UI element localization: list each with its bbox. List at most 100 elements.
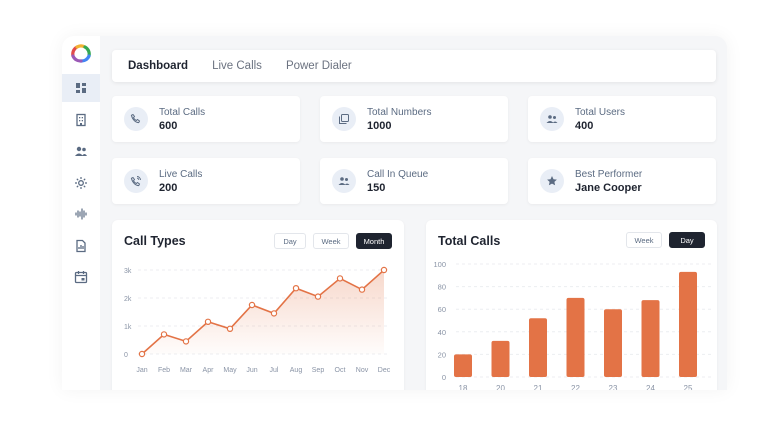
sidebar-item-calendar[interactable] xyxy=(62,263,100,291)
bar xyxy=(604,309,622,377)
stat-card-total-calls: Total Calls 600 xyxy=(112,96,300,142)
y-tick-label: 0 xyxy=(124,352,128,359)
sidebar-item-audio[interactable] xyxy=(62,200,100,228)
y-tick-label: 1k xyxy=(124,324,132,331)
data-point xyxy=(380,266,388,274)
tab-dashboard[interactable]: Dashboard xyxy=(128,60,189,72)
stat-label: Total Users xyxy=(575,106,626,118)
total-calls-chart: 0 20 40 60 80 100 18 20 21 22 23 24 25 xyxy=(433,260,711,390)
x-tick-label: Oct xyxy=(335,367,346,374)
bar xyxy=(566,297,585,377)
x-tick-label: Dec xyxy=(378,367,391,374)
data-point xyxy=(226,325,234,333)
y-tick-label: 20 xyxy=(438,350,446,359)
tab-live-calls[interactable]: Live Calls xyxy=(212,60,262,72)
stat-value: 150 xyxy=(367,181,386,194)
x-tick-label: 24 xyxy=(646,384,655,390)
stat-card-call-in-queue: Call In Queue 150 xyxy=(320,158,508,204)
data-point xyxy=(358,286,366,293)
y-tick-label: 80 xyxy=(438,283,446,292)
x-tick-label: Apr xyxy=(203,367,215,374)
x-tick-label: Aug xyxy=(290,367,303,374)
sidebar xyxy=(62,36,100,390)
call-types-panel: Call Types Day Week Month 0 1k 2k 3k Jan Feb M… xyxy=(112,220,404,390)
stat-card-total-users: Total Users 400 xyxy=(528,96,716,142)
app-window: Dashboard Live Calls Power Dialer Total … xyxy=(62,36,727,390)
sidebar-item-dashboard[interactable] xyxy=(62,74,100,102)
stat-value: 200 xyxy=(159,181,178,194)
bar xyxy=(491,340,510,377)
users-icon xyxy=(546,115,558,123)
data-point xyxy=(248,301,256,309)
data-point xyxy=(336,275,344,282)
x-tick-label: Feb xyxy=(158,367,170,374)
x-tick-label: 22 xyxy=(571,384,580,390)
data-point xyxy=(314,293,322,300)
settings-icon xyxy=(75,177,87,189)
total-calls-panel: Total Calls Week Day 0 20 40 60 80 100 18 20 21 2… xyxy=(426,220,717,390)
sidebar-item-reports[interactable] xyxy=(62,232,100,260)
call-types-chart: 0 1k 2k 3k Jan Feb Mar Apr May Jun Jul Aug Sep Oct Nov… xyxy=(124,266,391,374)
x-tick-label: 25 xyxy=(684,384,693,390)
x-tick-label: 23 xyxy=(609,384,618,390)
users-icon xyxy=(75,146,87,156)
report-icon xyxy=(76,239,86,253)
bar xyxy=(454,354,472,377)
y-tick-label: 2k xyxy=(124,296,132,303)
x-tick-label: Jun xyxy=(246,367,257,374)
star-icon xyxy=(547,176,557,186)
stat-label: Total Calls xyxy=(159,106,206,118)
stat-card-best-performer: Best Performer Jane Cooper xyxy=(528,158,716,204)
total-calls-range-week[interactable]: Week xyxy=(626,232,662,248)
app-logo xyxy=(71,44,91,63)
building-icon xyxy=(76,113,86,127)
data-point xyxy=(204,318,212,326)
numbers-icon xyxy=(339,114,349,124)
data-point xyxy=(292,285,300,292)
bar xyxy=(641,300,660,377)
sidebar-item-settings[interactable] xyxy=(62,169,100,197)
x-tick-label: 18 xyxy=(459,384,468,390)
x-tick-label: Jul xyxy=(270,367,279,374)
stat-card-live-calls: Live Calls 200 xyxy=(112,158,300,204)
stat-label: Live Calls xyxy=(159,168,203,180)
stat-value: Jane Cooper xyxy=(575,181,642,194)
total-calls-range-day[interactable]: Day xyxy=(669,232,705,248)
top-navigation: Dashboard Live Calls Power Dialer xyxy=(112,50,716,82)
y-tick-label: 40 xyxy=(438,328,446,337)
total-calls-title: Total Calls xyxy=(438,234,501,248)
x-tick-label: Sep xyxy=(312,367,325,374)
y-tick-label: 3k xyxy=(124,268,132,275)
stat-label: Call In Queue xyxy=(367,168,429,180)
tab-power-dialer[interactable]: Power Dialer xyxy=(285,60,352,72)
series-line xyxy=(141,269,385,355)
data-point xyxy=(138,350,146,358)
x-tick-label: May xyxy=(223,367,237,374)
y-tick-label: 0 xyxy=(442,373,446,382)
stat-label: Total Numbers xyxy=(367,106,432,118)
y-tick-label: 100 xyxy=(433,260,446,269)
phone-ringing-icon xyxy=(130,176,141,187)
bar xyxy=(529,318,547,377)
stat-value: 600 xyxy=(159,119,178,132)
area-fill xyxy=(142,270,384,354)
bar xyxy=(679,271,697,377)
data-point xyxy=(182,338,190,345)
call-types-range-month[interactable]: Month xyxy=(356,233,392,249)
audio-wave-icon xyxy=(75,208,87,220)
call-types-range-day[interactable]: Day xyxy=(274,233,306,249)
stat-card-total-numbers: Total Numbers 1000 xyxy=(320,96,508,142)
x-tick-label: Nov xyxy=(356,367,369,374)
x-tick-label: Jan xyxy=(136,367,147,374)
x-tick-label: 20 xyxy=(496,384,505,390)
sidebar-item-users[interactable] xyxy=(62,137,100,165)
stat-value: 400 xyxy=(575,119,594,132)
phone-icon xyxy=(130,113,141,124)
dashboard-icon xyxy=(76,83,86,93)
sidebar-item-buildings[interactable] xyxy=(62,106,100,134)
x-tick-label: 21 xyxy=(534,384,543,390)
y-tick-label: 60 xyxy=(438,305,446,314)
stat-label: Best Performer xyxy=(575,168,643,180)
call-types-range-week[interactable]: Week xyxy=(313,233,349,249)
queue-icon xyxy=(338,177,350,185)
